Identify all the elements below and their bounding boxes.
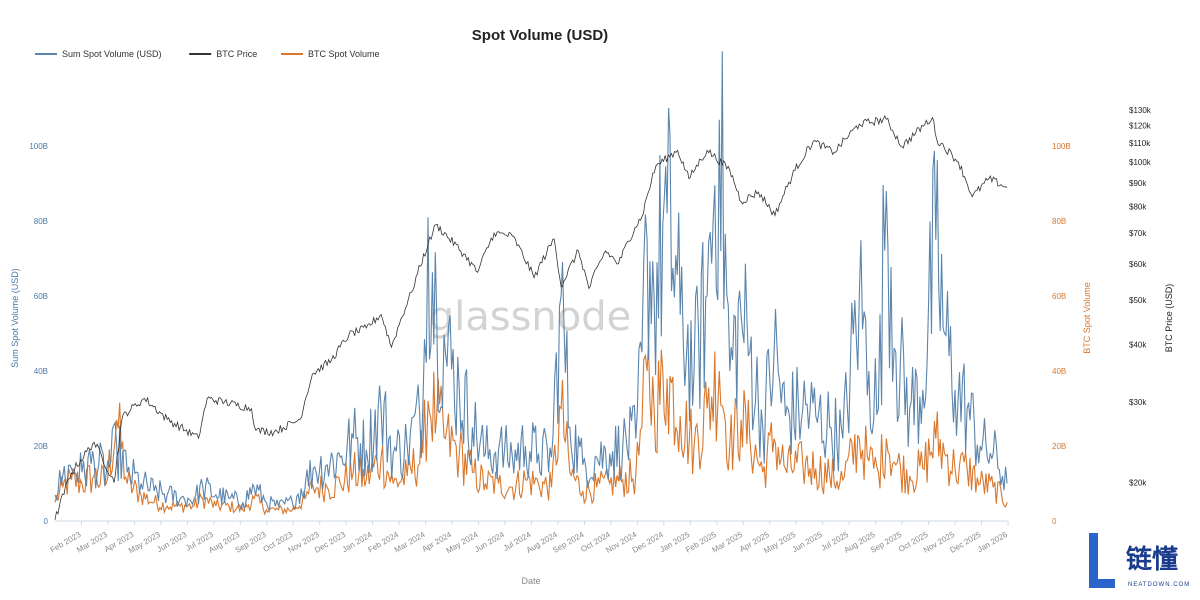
y-price-tick-label: $110k xyxy=(1129,139,1151,148)
y-right-tick-label: 60B xyxy=(1052,292,1066,301)
series-layer xyxy=(54,51,1008,520)
y-price-tick-label: $60k xyxy=(1129,260,1147,269)
series-line-1 xyxy=(54,114,1008,520)
y-price-tick-label: $90k xyxy=(1129,179,1147,188)
legend-label: Sum Spot Volume (USD) xyxy=(62,49,162,59)
y-right-tick-label: 20B xyxy=(1052,442,1066,451)
y-right-title: BTC Spot Volume xyxy=(1082,282,1092,354)
y-right-tick-label: 0 xyxy=(1052,517,1057,526)
glassnode-watermark: glassnode xyxy=(429,294,632,340)
y-right-tick-label: 40B xyxy=(1052,367,1066,376)
y-price-tick-label: $100k xyxy=(1129,158,1152,167)
x-tick-label: Mar 2025 xyxy=(711,530,745,555)
series-line-0 xyxy=(54,51,1008,513)
y-price-tick-label: $130k xyxy=(1129,106,1152,115)
y-left-tick-label: 0 xyxy=(44,517,49,526)
y-right-tick-label: 100B xyxy=(1052,142,1071,151)
y-price-tick-label: $30k xyxy=(1129,398,1147,407)
y-left-ticks: 0 20B 40B 60B 80B 100B xyxy=(29,142,48,526)
y-left-title: Sum Spot Volume (USD) xyxy=(10,268,20,368)
y-price-tick-label: $80k xyxy=(1129,202,1147,211)
legend-label: BTC Spot Volume xyxy=(308,49,380,59)
legend-label: BTC Price xyxy=(216,49,257,59)
x-axis-title: Date xyxy=(521,576,540,586)
y-price-ticks: $20k $30k $40k $50k $60k $70k $80k $90k $100k $11… xyxy=(1129,106,1152,488)
y-right-ticks: 0 20B 40B 60B 80B 100B xyxy=(1052,142,1071,526)
series-line-2 xyxy=(54,342,1008,516)
x-tick-label: Jun 2024 xyxy=(473,530,506,555)
logo-bar xyxy=(1089,533,1098,588)
y-price-tick-label: $70k xyxy=(1129,229,1147,238)
y-left-tick-label: 60B xyxy=(34,292,48,301)
y-price-tick-label: $120k xyxy=(1129,122,1152,131)
y-price-tick-label: $50k xyxy=(1129,296,1147,305)
y-price-tick-label: $20k xyxy=(1129,479,1147,488)
logo-text: 链懂 xyxy=(1126,544,1178,574)
y-right-tick-label: 80B xyxy=(1052,217,1066,226)
y-left-tick-label: 40B xyxy=(34,367,48,376)
chart-title: Spot Volume (USD) xyxy=(472,27,608,44)
y-price-title: BTC Price (USD) xyxy=(1164,284,1174,353)
x-tick-label: Jun 2025 xyxy=(791,530,824,555)
x-tick-label: Mar 2023 xyxy=(75,530,109,555)
y-price-tick-label: $40k xyxy=(1129,341,1147,350)
x-tick-label: Mar 2024 xyxy=(393,530,427,555)
neatdown-logo: 链懂 NEATDOWN.COM xyxy=(1089,533,1190,588)
x-tick-label: Jun 2023 xyxy=(155,530,188,555)
y-left-tick-label: 100B xyxy=(29,142,48,151)
x-tick-label: Jan 2026 xyxy=(976,530,1009,555)
y-left-tick-label: 80B xyxy=(34,217,48,226)
y-left-tick-label: 20B xyxy=(34,442,48,451)
logo-subtext: NEATDOWN.COM xyxy=(1128,582,1190,588)
legend: Sum Spot Volume (USD) BTC Price BTC Spot V… xyxy=(35,49,380,59)
logo-base xyxy=(1089,579,1115,588)
